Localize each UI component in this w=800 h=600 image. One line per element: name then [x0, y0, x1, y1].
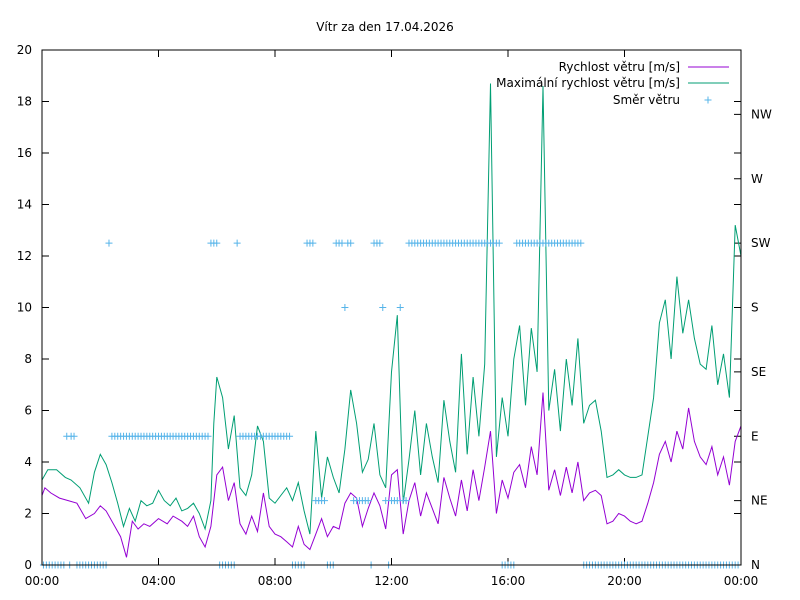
x-tick-label: 08:00 — [258, 574, 293, 588]
chart-title: Vítr za den 17.04.2026 — [316, 20, 454, 34]
direction-point — [105, 239, 113, 247]
y2-tick-label: W — [751, 172, 763, 186]
direction-point — [347, 239, 355, 247]
axis-ticks: 0 2 4 6 8 10 12 14 16 18 20 00:00 04:00 08:00 12:00 16:… — [17, 43, 772, 588]
y-tick-label: 20 — [17, 43, 32, 57]
legend-swatch-direction — [704, 96, 712, 104]
series-line-max-speed — [41, 83, 742, 535]
direction-point — [577, 239, 585, 247]
series-line-speed — [41, 392, 742, 558]
y2-tick-label: E — [751, 429, 759, 443]
y2-tick-label: S — [751, 301, 759, 315]
direction-point — [321, 497, 329, 505]
x-tick-label: 04:00 — [141, 574, 176, 588]
y-tick-label: 4 — [24, 455, 32, 469]
y2-tick-label: SW — [751, 236, 771, 250]
y2-tick-label: NE — [751, 494, 768, 508]
legend: Rychlost větru [m/s] Maximální rychlost … — [496, 60, 729, 107]
y-tick-label: 2 — [24, 507, 32, 521]
y-tick-label: 8 — [24, 352, 32, 366]
direction-point — [70, 432, 78, 440]
y-tick-label: 16 — [17, 146, 32, 160]
y2-tick-label: N — [751, 558, 760, 572]
direction-point — [495, 239, 503, 247]
x-tick-label: 00:00 — [724, 574, 759, 588]
direction-point — [204, 432, 212, 440]
y-tick-label: 0 — [24, 558, 32, 572]
x-tick-label: 12:00 — [374, 574, 409, 588]
legend-label-speed: Rychlost větru [m/s] — [559, 60, 680, 74]
legend-label-direction: Směr větru — [613, 93, 680, 107]
x-tick-label: 00:00 — [25, 574, 60, 588]
x-tick-label: 16:00 — [491, 574, 526, 588]
direction-point — [233, 239, 241, 247]
direction-point — [402, 497, 410, 505]
direction-point — [341, 304, 349, 311]
direction-point — [309, 239, 317, 247]
plot-frame — [41, 49, 742, 566]
y2-tick-label: NW — [751, 107, 772, 121]
legend-label-max-speed: Maximální rychlost větru [m/s] — [496, 76, 680, 90]
y-tick-label: 12 — [17, 249, 32, 263]
direction-point — [379, 304, 387, 311]
y-tick-label: 6 — [24, 404, 32, 418]
x-tick-label: 20:00 — [607, 574, 642, 588]
direction-point — [213, 239, 221, 247]
y-tick-label: 14 — [17, 198, 32, 212]
y-tick-label: 10 — [17, 301, 32, 315]
direction-point — [286, 432, 294, 440]
legend-direction-marker — [704, 96, 712, 104]
direction-point — [376, 239, 384, 247]
direction-point — [396, 304, 404, 311]
y2-tick-label: SE — [751, 365, 766, 379]
y-tick-label: 18 — [17, 95, 32, 109]
direction-point — [364, 497, 372, 505]
